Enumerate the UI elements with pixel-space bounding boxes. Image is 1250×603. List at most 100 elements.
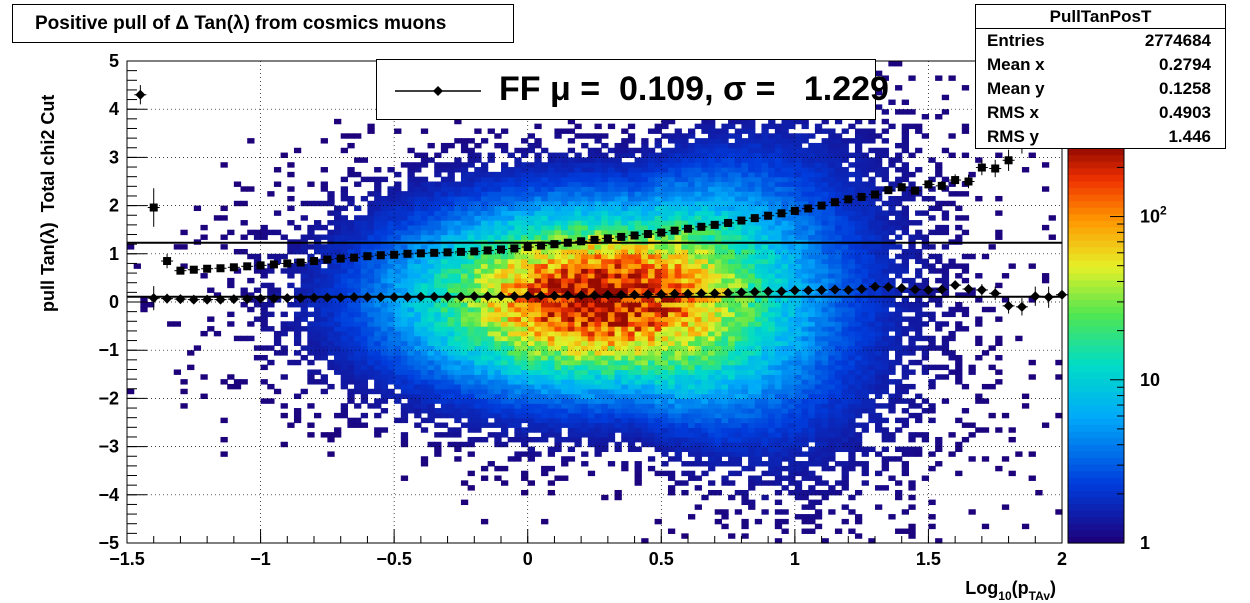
heat-cell (768, 181, 776, 187)
heat-cell (440, 345, 449, 351)
heat-cell (614, 417, 622, 424)
heat-cell (501, 302, 509, 308)
heat-cell (674, 215, 682, 221)
heat-cell (801, 273, 809, 279)
heat-cell (407, 379, 415, 385)
heat-cell (267, 268, 275, 274)
heat-cell (501, 374, 509, 380)
heat-cell (641, 412, 649, 419)
heat-cell (768, 432, 776, 438)
heat-cell (708, 408, 716, 414)
heat-cell (440, 167, 449, 173)
heat-cell (534, 345, 542, 351)
heat-cell (748, 480, 756, 486)
heat-cell (400, 215, 409, 221)
heat-cell (627, 224, 636, 231)
heat-cell (714, 456, 722, 462)
heat-cell (460, 181, 469, 187)
heat-cell (501, 210, 509, 216)
heat-cell (521, 195, 529, 202)
heat-cell (374, 220, 382, 226)
heat-cell (314, 340, 322, 346)
heat-cell (227, 282, 235, 289)
heat-cell (233, 181, 242, 187)
heat-cell (801, 258, 809, 265)
heat-cell (788, 302, 796, 308)
heat-cell (480, 258, 489, 265)
heat-cell (200, 234, 208, 240)
heat-cell (621, 205, 629, 212)
heat-cell (287, 422, 295, 428)
heat-cell (407, 195, 415, 202)
heat-cell (768, 200, 776, 207)
heat-cell (781, 157, 789, 163)
heat-cell (627, 340, 636, 346)
heat-cell (347, 374, 355, 380)
heat-cell (327, 277, 335, 284)
heat-cell (614, 379, 622, 385)
heat-cell (754, 427, 763, 433)
heat-cell (474, 355, 482, 361)
heat-cell (654, 470, 662, 477)
heat-cell (627, 263, 636, 269)
heat-cell (728, 157, 736, 163)
heat-cell (808, 297, 816, 303)
heat-cell (714, 321, 722, 327)
heat-cell (527, 302, 535, 308)
heat-cell (741, 306, 749, 313)
heat-cell (754, 138, 763, 144)
heat-cell (794, 398, 803, 404)
heat-cell (754, 456, 763, 462)
heat-cell (721, 195, 729, 202)
heat-cell (340, 292, 348, 298)
heat-cell (447, 350, 455, 356)
heat-cell (494, 263, 502, 269)
heat-cell (801, 369, 809, 375)
heat-cell (701, 321, 709, 327)
heat-cell (781, 234, 789, 240)
heat-cell (574, 359, 582, 366)
heat-cell (487, 422, 495, 428)
heat-cell (781, 456, 789, 462)
heat-cell (447, 191, 455, 197)
heat-cell (781, 316, 789, 322)
heat-cell (654, 350, 662, 356)
heat-cell (541, 229, 549, 236)
heat-cell (527, 297, 535, 303)
heat-cell (293, 316, 302, 322)
heat-cell (380, 224, 389, 231)
heat-cell (681, 277, 689, 284)
heat-cell (507, 229, 515, 236)
heat-cell (467, 205, 475, 212)
heat-cell (521, 427, 529, 433)
heat-cell (267, 287, 275, 293)
heat-cell (367, 224, 375, 231)
heat-cell (694, 355, 702, 361)
heat-cell (427, 306, 435, 313)
heat-cell (400, 364, 409, 371)
heat-cell (561, 171, 569, 178)
heat-cell (801, 133, 809, 139)
heat-cell (721, 186, 729, 192)
heat-cell (774, 128, 783, 134)
heat-cell (300, 200, 308, 207)
heat-cell (260, 311, 268, 318)
heat-cell (440, 263, 449, 269)
heat-cell (467, 302, 475, 308)
heat-cell (647, 210, 656, 216)
heat-cell (721, 273, 729, 279)
heat-cell (440, 205, 449, 212)
heat-cell (380, 220, 389, 226)
heat-cell (387, 273, 395, 279)
heat-cell (300, 268, 308, 274)
heat-cell (414, 191, 422, 197)
heat-cell (514, 340, 522, 346)
heat-cell (293, 147, 302, 154)
heat-cell (647, 162, 656, 168)
heat-cell (594, 326, 602, 332)
heat-cell (728, 432, 736, 438)
heat-cell (581, 403, 589, 409)
heat-cell (521, 311, 529, 318)
heat-cell (761, 157, 769, 163)
heat-cell (501, 186, 509, 192)
